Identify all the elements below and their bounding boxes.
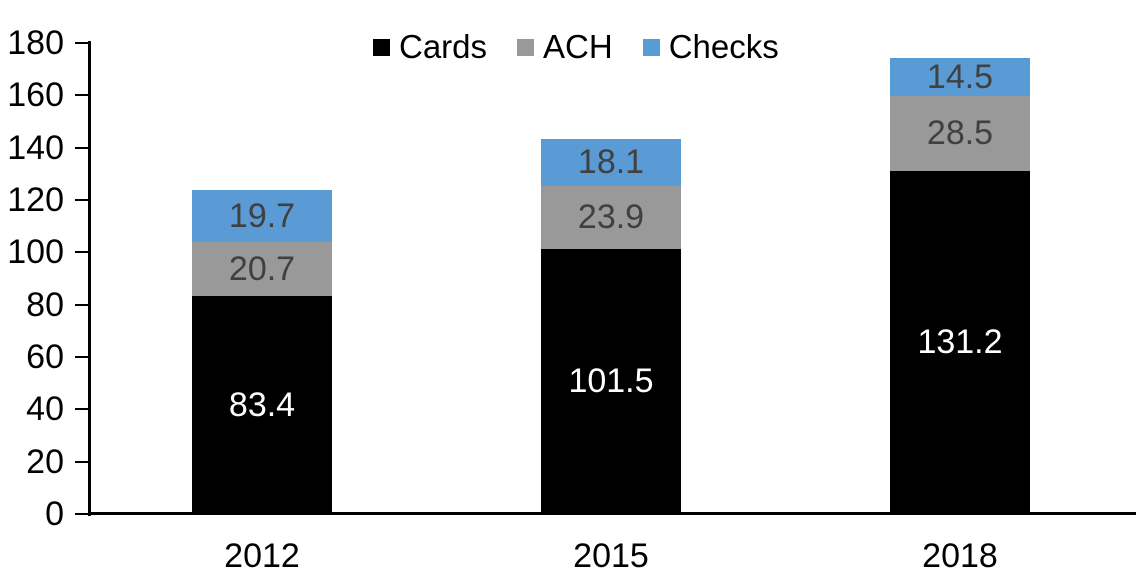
bar-segment-cards-2018: 131.2 bbox=[890, 171, 1030, 514]
legend-item-ach: ACH bbox=[517, 27, 613, 67]
y-tick-label: 20 bbox=[26, 443, 64, 481]
y-tick bbox=[75, 461, 88, 463]
bar-segment-ach-2012: 20.7 bbox=[192, 242, 332, 296]
y-tick-label: 60 bbox=[26, 338, 64, 376]
legend-item-checks: Checks bbox=[642, 27, 779, 67]
y-tick-label: 100 bbox=[7, 233, 64, 271]
bar-value-label: 14.5 bbox=[926, 57, 994, 96]
legend-swatch-ach-icon bbox=[517, 38, 535, 56]
y-tick bbox=[75, 147, 88, 149]
y-tick-label: 120 bbox=[7, 181, 64, 219]
y-tick bbox=[75, 251, 88, 253]
y-tick-label: 160 bbox=[7, 76, 64, 114]
y-tick bbox=[75, 356, 88, 358]
y-tick bbox=[75, 42, 88, 44]
legend-swatch-cards-icon bbox=[373, 38, 390, 56]
bar-value-label: 28.5 bbox=[926, 114, 994, 152]
y-tick-label: 180 bbox=[7, 24, 64, 62]
legend-item-cards: Cards bbox=[373, 27, 487, 67]
x-category-label: 2018 bbox=[922, 537, 998, 575]
bar-value-label: 101.5 bbox=[568, 361, 654, 400]
bar-segment-checks-2018: 14.5 bbox=[890, 58, 1030, 96]
x-category-label: 2012 bbox=[224, 537, 300, 575]
y-tick-label: 40 bbox=[26, 390, 64, 428]
bar-segment-checks-2012: 19.7 bbox=[192, 190, 332, 242]
bar-segment-ach-2018: 28.5 bbox=[890, 96, 1030, 171]
bar-value-label: 131.2 bbox=[917, 323, 1003, 361]
y-tick bbox=[75, 199, 88, 201]
y-tick bbox=[75, 513, 88, 515]
bar-value-label: 83.4 bbox=[228, 385, 296, 424]
x-category-label: 2015 bbox=[573, 537, 649, 575]
bar-value-label: 23.9 bbox=[577, 198, 645, 236]
bar-segment-checks-2015: 18.1 bbox=[541, 139, 681, 186]
bar-value-label: 20.7 bbox=[228, 249, 296, 288]
bar-value-label: 19.7 bbox=[228, 196, 296, 235]
bar-value-label: 18.1 bbox=[577, 143, 645, 181]
legend-label: Cards bbox=[399, 28, 488, 65]
y-tick bbox=[75, 408, 88, 410]
y-tick bbox=[75, 304, 88, 306]
legend-label: ACH bbox=[543, 28, 613, 65]
y-tick-label: 80 bbox=[26, 286, 64, 324]
y-axis-line bbox=[88, 41, 91, 516]
bar-segment-cards-2015: 101.5 bbox=[541, 248, 681, 514]
legend-swatch-checks-icon bbox=[642, 38, 660, 56]
y-tick bbox=[75, 94, 88, 96]
legend: Cards ACH Checks bbox=[373, 27, 779, 67]
y-tick-label: 140 bbox=[7, 129, 64, 167]
bar-segment-ach-2015: 23.9 bbox=[541, 186, 681, 249]
y-tick-label: 0 bbox=[45, 495, 64, 533]
legend-label: Checks bbox=[668, 28, 779, 65]
bar-segment-cards-2012: 83.4 bbox=[192, 296, 332, 514]
